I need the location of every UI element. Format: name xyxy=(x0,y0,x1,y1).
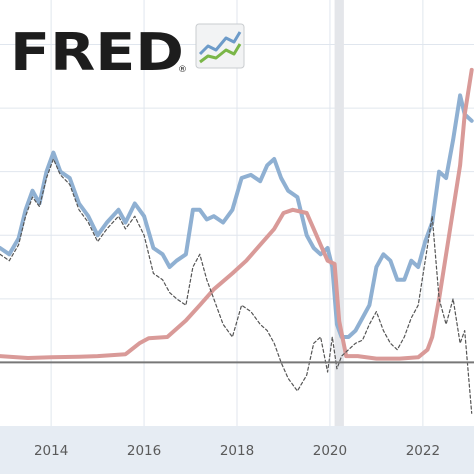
fred-logo-registered: ® xyxy=(178,65,187,75)
x-axis-band xyxy=(0,426,474,474)
x-tick-label: 2016 xyxy=(127,443,161,459)
series-line-red xyxy=(0,67,474,361)
x-tick-label: 2014 xyxy=(34,443,68,459)
x-tick-label: 2020 xyxy=(313,443,347,459)
fred-logo-graph-icon xyxy=(195,23,245,69)
fred-logo-text: FRED xyxy=(10,23,184,83)
series-lines xyxy=(0,67,474,414)
series-line-dashed xyxy=(0,158,473,414)
fred-logo: FRED ® xyxy=(10,23,245,83)
recession-band xyxy=(334,0,344,426)
x-axis-ticks: 2014 2016 2018 2020 2022 xyxy=(34,443,440,459)
series-line-blue xyxy=(0,93,474,339)
x-tick-label: 2022 xyxy=(406,443,440,459)
x-tick-label: 2018 xyxy=(220,443,254,459)
